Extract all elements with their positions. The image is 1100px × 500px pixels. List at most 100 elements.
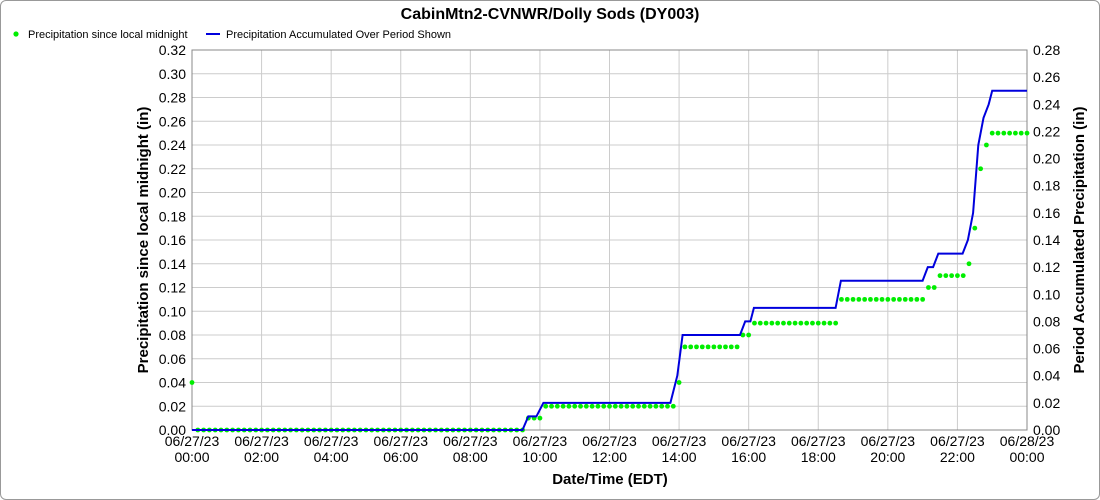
data-point-daily: [821, 320, 827, 326]
grid: [191, 49, 1028, 431]
x-tick-time: 18:00: [801, 449, 836, 465]
x-tick-time: 02:00: [244, 449, 279, 465]
data-point-daily: [560, 403, 566, 409]
data-point-daily: [937, 273, 943, 279]
data-point-daily: [682, 344, 688, 350]
data-point-daily: [589, 403, 595, 409]
data-point-daily: [931, 285, 937, 290]
data-point-daily: [595, 403, 601, 409]
data-point-daily: [983, 142, 989, 148]
data-point-daily: [897, 296, 902, 302]
data-point-daily: [578, 403, 583, 409]
data-point-daily: [763, 320, 769, 326]
data-point-daily: [902, 296, 908, 302]
data-point-daily: [705, 344, 711, 350]
y-right-tick-label: 0.06: [1033, 341, 1060, 357]
y-left-tick-label: 0.08: [159, 327, 186, 343]
y-left-tick-label: 0.06: [159, 351, 186, 367]
data-point-daily: [612, 403, 618, 409]
plot-area-border: [191, 49, 1028, 431]
y-right-tick-label: 0.08: [1033, 313, 1060, 329]
data-point-daily: [856, 296, 862, 302]
data-point-daily: [728, 344, 734, 350]
y-right-tick-label: 0.28: [1033, 42, 1060, 58]
y-left-tick-label: 0.26: [159, 113, 186, 129]
x-tick-time: 00:00: [1009, 449, 1044, 465]
data-point-daily: [839, 296, 844, 302]
legend-marker-points: [13, 31, 19, 37]
y-right-tick-label: 0.04: [1033, 368, 1060, 384]
y-right-tick-label: 0.02: [1033, 395, 1060, 411]
data-point-daily: [908, 296, 914, 302]
data-point-daily: [827, 320, 833, 326]
y-right-tick-label: 0.22: [1033, 123, 1060, 139]
data-point-daily: [717, 344, 723, 350]
data-point-daily: [189, 380, 195, 385]
chart-title: CabinMtn2-CVNWR/Dolly Sods (DY003): [401, 6, 700, 23]
data-point-daily: [786, 320, 792, 326]
data-point-daily: [659, 403, 665, 409]
x-tick-date: 06/27/23: [652, 433, 707, 449]
x-tick-time: 14:00: [662, 449, 697, 465]
data-point-daily: [549, 403, 554, 409]
y-left-tick-label: 0.10: [159, 303, 186, 319]
data-point-daily: [891, 296, 897, 302]
x-tick-time: 08:00: [453, 449, 488, 465]
data-point-daily: [1024, 130, 1030, 136]
x-tick-date: 06/28/23: [1000, 433, 1055, 449]
y-right-tick-label: 0.24: [1033, 96, 1060, 112]
data-point-daily: [734, 344, 740, 350]
data-point-daily: [572, 403, 578, 409]
x-tick-date: 06/27/23: [721, 433, 776, 449]
y-left-tick-label: 0.30: [159, 66, 186, 82]
y-right-tick-label: 0.18: [1033, 178, 1060, 194]
data-point-daily: [781, 320, 786, 326]
y-axis-right-title: Period Accumulated Precipitation (in): [1071, 107, 1088, 374]
x-tick-date: 06/27/23: [374, 433, 429, 449]
data-point-daily: [798, 320, 804, 326]
y-left-tick-label: 0.28: [159, 90, 186, 106]
data-point-daily: [920, 296, 926, 302]
data-point-daily: [740, 332, 746, 338]
x-tick-time: 12:00: [592, 449, 627, 465]
x-tick-time: 04:00: [314, 449, 349, 465]
data-point-daily: [815, 320, 821, 326]
y-right-tick-label: 0.14: [1033, 232, 1060, 248]
x-tick-date: 06/27/23: [304, 433, 359, 449]
x-tick-date: 06/27/23: [791, 433, 846, 449]
data-point-daily: [862, 296, 868, 302]
data-point-daily: [752, 320, 757, 326]
x-tick-date: 06/27/23: [234, 433, 289, 449]
x-tick-time: 16:00: [731, 449, 766, 465]
data-point-daily: [885, 296, 891, 302]
data-point-daily: [566, 403, 572, 409]
y-left-tick-label: 0.02: [159, 398, 186, 414]
y-axis-left-title: Precipitation since local midnight (in): [135, 107, 152, 374]
data-point-daily: [995, 130, 1001, 136]
y-left-tick-label: 0.12: [159, 280, 186, 296]
data-point-daily: [711, 344, 717, 350]
x-tick-time: 22:00: [940, 449, 975, 465]
data-point-daily: [601, 403, 607, 409]
data-point-daily: [688, 344, 694, 350]
y-right-tick-label: 0.10: [1033, 286, 1060, 302]
x-tick-date: 06/27/23: [861, 433, 916, 449]
data-point-daily: [966, 261, 972, 267]
data-point-daily: [926, 285, 931, 290]
x-tick-date: 06/27/23: [582, 433, 637, 449]
data-point-daily: [844, 296, 850, 302]
series-line-accumulated: [192, 89, 1027, 431]
data-point-daily: [543, 403, 549, 409]
data-point-daily: [775, 320, 781, 326]
data-point-daily: [554, 403, 560, 409]
x-axis-title: Date/Time (EDT): [552, 471, 668, 488]
y-right-tick-label: 0.12: [1033, 259, 1060, 275]
data-point-daily: [804, 320, 810, 326]
data-point-daily: [810, 320, 815, 326]
data-point-daily: [583, 403, 589, 409]
data-point-daily: [850, 296, 856, 302]
y-right-tick-label: 0.20: [1033, 151, 1060, 167]
data-point-daily: [868, 296, 873, 302]
data-point-daily: [873, 296, 879, 302]
